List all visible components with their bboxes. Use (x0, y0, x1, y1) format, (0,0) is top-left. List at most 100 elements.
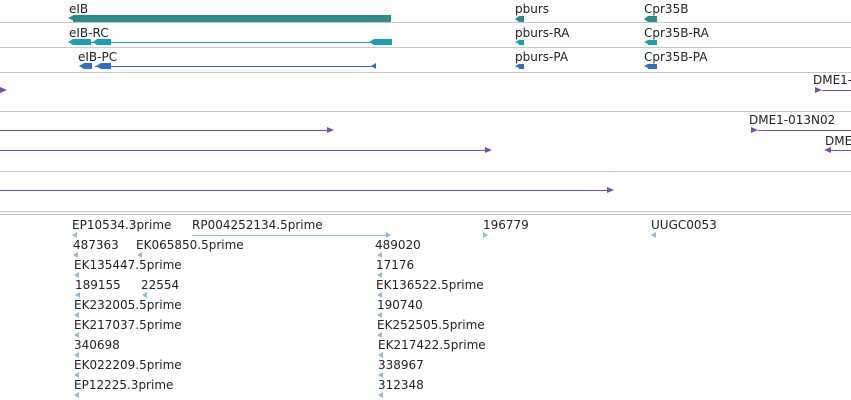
transcript-exon[interactable] (648, 40, 657, 45)
est-arrow-left[interactable] (74, 392, 79, 398)
est-label: EK135447.5prime (74, 258, 182, 272)
transcript-exon[interactable] (519, 64, 524, 69)
transcript-label: pburs-PA (515, 50, 569, 64)
clone-arrow-left[interactable] (824, 147, 831, 153)
transcript-strand-arrow (371, 63, 376, 69)
gene-label: Cpr35B (644, 2, 689, 16)
transcript-label: Cpr35B-RA (644, 26, 709, 40)
track-divider (0, 72, 851, 73)
clone-line[interactable] (0, 130, 328, 131)
transcript-exon[interactable] (97, 39, 111, 45)
gene-label: eIB (69, 2, 89, 16)
gene-feature[interactable] (73, 15, 391, 22)
est-label: EK136522.5prime (376, 278, 484, 292)
transcript-intron-line (90, 42, 390, 43)
clone-label: DME1-013N02 (749, 113, 836, 127)
clone-line[interactable] (758, 130, 851, 131)
transcript-label: Cpr35B-PA (644, 50, 708, 64)
transcript-exon[interactable] (73, 39, 91, 45)
est-label: EK217422.5prime (378, 338, 486, 352)
est-arrow-left[interactable] (378, 392, 383, 398)
est-label: 340698 (74, 338, 120, 352)
transcript-strand-arrow (93, 39, 97, 45)
est-arrow-left[interactable] (142, 292, 147, 298)
est-arrow-left[interactable] (377, 332, 382, 338)
est-arrow-left[interactable] (378, 372, 383, 378)
est-label: UUGC0053 (651, 218, 717, 232)
est-label: EK252505.5prime (377, 318, 485, 332)
track-divider (0, 171, 851, 172)
est-label: EP10534.3prime (72, 218, 172, 232)
est-arrow-left[interactable] (72, 232, 77, 238)
est-label: EK232005.5prime (74, 298, 182, 312)
gene-feature[interactable] (519, 16, 524, 22)
est-arrow-left[interactable] (75, 292, 80, 298)
est-arrow-left[interactable] (74, 352, 79, 358)
est-label: 22554 (141, 278, 180, 292)
clone-line[interactable] (831, 150, 851, 151)
est-label: 189155 (75, 278, 121, 292)
est-arrow-left[interactable] (377, 252, 382, 258)
est-label: RP004252134.5prime (192, 218, 323, 232)
est-arrow-left[interactable] (651, 232, 656, 238)
transcript-intron-line (95, 66, 375, 67)
est-label: 196779 (483, 218, 529, 232)
transcript-exon[interactable] (374, 39, 392, 45)
est-arrow-left[interactable] (74, 332, 79, 338)
clone-arrow-right[interactable] (815, 87, 822, 93)
clone-line[interactable] (0, 190, 608, 191)
clone-label: DME1- (813, 73, 851, 87)
track-divider (0, 22, 851, 23)
est-label: 487363 (73, 238, 119, 252)
est-arrow-left[interactable] (377, 292, 382, 298)
transcript-label: eIB-RC (69, 26, 109, 40)
transcript-exon[interactable] (519, 40, 524, 45)
est-arrow-left[interactable] (74, 272, 79, 278)
est-label: 17176 (376, 258, 415, 272)
clone-arrow-right (327, 127, 334, 133)
est-arrow-left[interactable] (73, 252, 78, 258)
est-label: EK022209.5prime (74, 358, 182, 372)
clone-arrow-right[interactable] (751, 127, 758, 133)
gene-label: pburs (515, 2, 550, 16)
transcript-strand-arrow (79, 63, 84, 69)
est-line[interactable] (192, 235, 386, 236)
est-arrow-left[interactable] (378, 352, 383, 358)
gene-strand-arrow (644, 16, 648, 22)
est-label: EK217037.5prime (74, 318, 182, 332)
transcript-strand-arrow (515, 40, 519, 44)
transcript-strand-arrow (515, 64, 519, 68)
est-label: 489020 (375, 238, 421, 252)
est-label: EK065850.5prime (136, 238, 244, 252)
est-arrow-left[interactable] (377, 272, 382, 278)
transcript-exon[interactable] (648, 64, 657, 69)
transcript-strand-arrow (96, 63, 101, 69)
clone-arrow-right[interactable] (0, 87, 7, 93)
est-label: 312348 (378, 378, 424, 392)
clone-arrow-right (607, 187, 614, 193)
est-arrow-left[interactable] (377, 312, 382, 318)
est-arrow-right[interactable] (386, 232, 391, 238)
transcript-strand-arrow (644, 40, 648, 44)
clone-line[interactable] (822, 90, 851, 91)
clone-label: DME (825, 134, 851, 148)
gene-strand-arrow (515, 16, 519, 22)
track-divider (0, 47, 851, 48)
est-arrow-right[interactable] (483, 232, 488, 238)
est-arrow-left[interactable] (137, 252, 142, 258)
est-label: EP12225.3prime (74, 378, 174, 392)
est-label: 338967 (378, 358, 424, 372)
track-divider (0, 211, 851, 212)
transcript-label: eIB-PC (78, 50, 118, 64)
transcript-strand-arrow (369, 39, 374, 45)
clone-line[interactable] (0, 150, 486, 151)
est-arrow-left[interactable] (74, 312, 79, 318)
track-divider (0, 214, 851, 215)
transcript-strand-arrow (644, 64, 648, 68)
transcript-label: pburs-RA (515, 26, 570, 40)
gene-feature[interactable] (648, 16, 657, 22)
transcript-exon[interactable] (84, 63, 92, 69)
transcript-exon[interactable] (101, 63, 111, 69)
est-arrow-left[interactable] (74, 372, 79, 378)
